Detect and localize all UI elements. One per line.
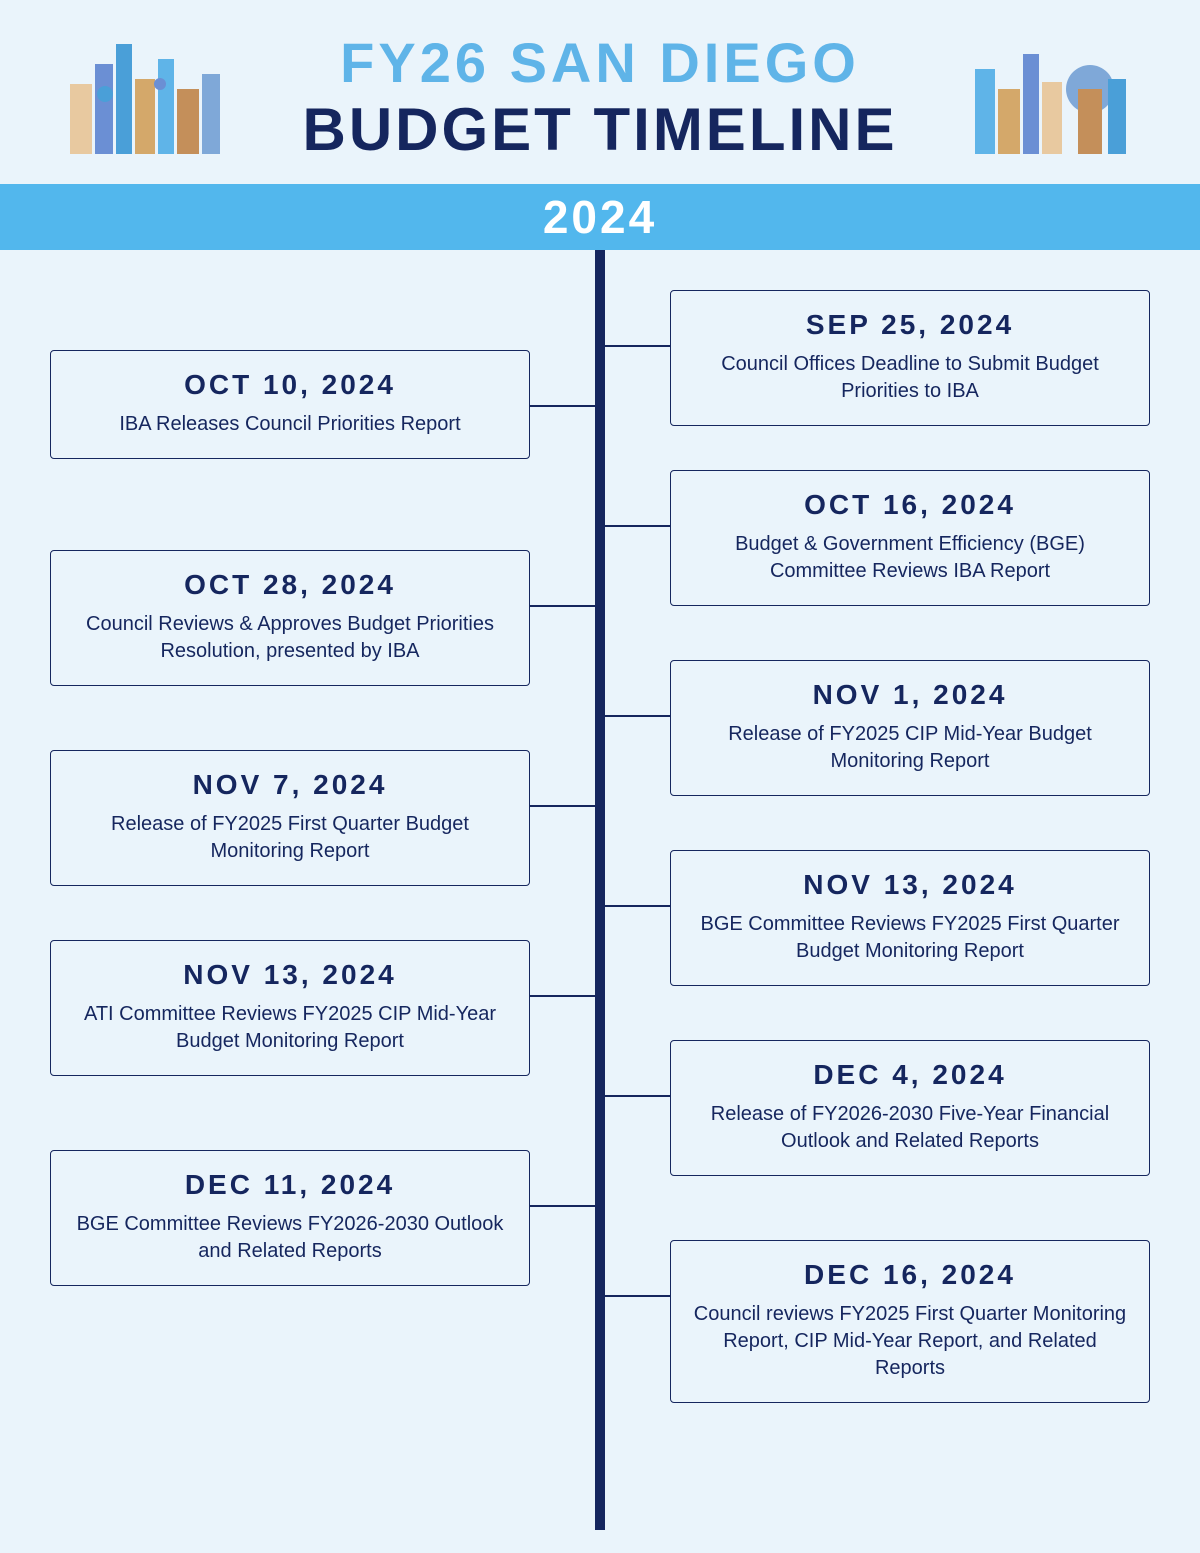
event-desc: Budget & Government Efficiency (BGE) Com…: [691, 531, 1129, 585]
event-date: DEC 4, 2024: [691, 1059, 1129, 1091]
skyline-right-icon: [960, 34, 1140, 154]
timeline-connector: [530, 405, 600, 407]
timeline-event: NOV 13, 2024 ATI Committee Reviews FY2025…: [50, 940, 530, 1076]
event-date: NOV 13, 2024: [71, 959, 509, 991]
event-date: NOV 13, 2024: [691, 869, 1129, 901]
timeline-event: SEP 25, 2024 Council Offices Deadline to …: [670, 290, 1150, 426]
event-desc: IBA Releases Council Priorities Report: [71, 411, 509, 438]
skyline-left-icon: [60, 34, 240, 154]
timeline-connector: [600, 1095, 670, 1097]
event-date: NOV 1, 2024: [691, 679, 1129, 711]
timeline: SEP 25, 2024 Council Offices Deadline to …: [0, 250, 1200, 1530]
event-date: OCT 10, 2024: [71, 369, 509, 401]
event-desc: Council Offices Deadline to Submit Budge…: [691, 351, 1129, 405]
timeline-connector: [530, 605, 600, 607]
timeline-event: OCT 10, 2024 IBA Releases Council Priorit…: [50, 350, 530, 459]
timeline-connector: [600, 905, 670, 907]
timeline-connector: [600, 715, 670, 717]
timeline-event: DEC 11, 2024 BGE Committee Reviews FY2026…: [50, 1150, 530, 1286]
event-date: DEC 11, 2024: [71, 1169, 509, 1201]
timeline-event: DEC 16, 2024 Council reviews FY2025 First…: [670, 1240, 1150, 1403]
event-desc: Release of FY2026-2030 Five-Year Financi…: [691, 1101, 1129, 1155]
event-date: NOV 7, 2024: [71, 769, 509, 801]
event-date: OCT 16, 2024: [691, 489, 1129, 521]
timeline-connector: [530, 1205, 600, 1207]
year-label: 2024: [543, 191, 657, 243]
timeline-spine: [595, 250, 605, 1530]
event-desc: Release of FY2025 CIP Mid-Year Budget Mo…: [691, 721, 1129, 775]
timeline-event: OCT 16, 2024 Budget & Government Efficien…: [670, 470, 1150, 606]
timeline-connector: [530, 995, 600, 997]
timeline-connector: [600, 345, 670, 347]
timeline-connector: [600, 1295, 670, 1297]
header: FY26 SAN DIEGO BUDGET TIMELINE: [0, 0, 1200, 184]
timeline-event: NOV 13, 2024 BGE Committee Reviews FY2025…: [670, 850, 1150, 986]
event-desc: Release of FY2025 First Quarter Budget M…: [71, 811, 509, 865]
event-desc: BGE Committee Reviews FY2026-2030 Outloo…: [71, 1211, 509, 1265]
event-date: SEP 25, 2024: [691, 309, 1129, 341]
event-desc: Council Reviews & Approves Budget Priori…: [71, 611, 509, 665]
timeline-event: DEC 4, 2024 Release of FY2026-2030 Five-Y…: [670, 1040, 1150, 1176]
timeline-event: OCT 28, 2024 Council Reviews & Approves B…: [50, 550, 530, 686]
event-desc: BGE Committee Reviews FY2025 First Quart…: [691, 911, 1129, 965]
timeline-event: NOV 7, 2024 Release of FY2025 First Quart…: [50, 750, 530, 886]
timeline-connector: [530, 805, 600, 807]
year-bar: 2024: [0, 184, 1200, 250]
event-desc: Council reviews FY2025 First Quarter Mon…: [691, 1301, 1129, 1382]
timeline-connector: [600, 525, 670, 527]
timeline-event: NOV 1, 2024 Release of FY2025 CIP Mid-Yea…: [670, 660, 1150, 796]
event-desc: ATI Committee Reviews FY2025 CIP Mid-Yea…: [71, 1001, 509, 1055]
event-date: OCT 28, 2024: [71, 569, 509, 601]
event-date: DEC 16, 2024: [691, 1259, 1129, 1291]
